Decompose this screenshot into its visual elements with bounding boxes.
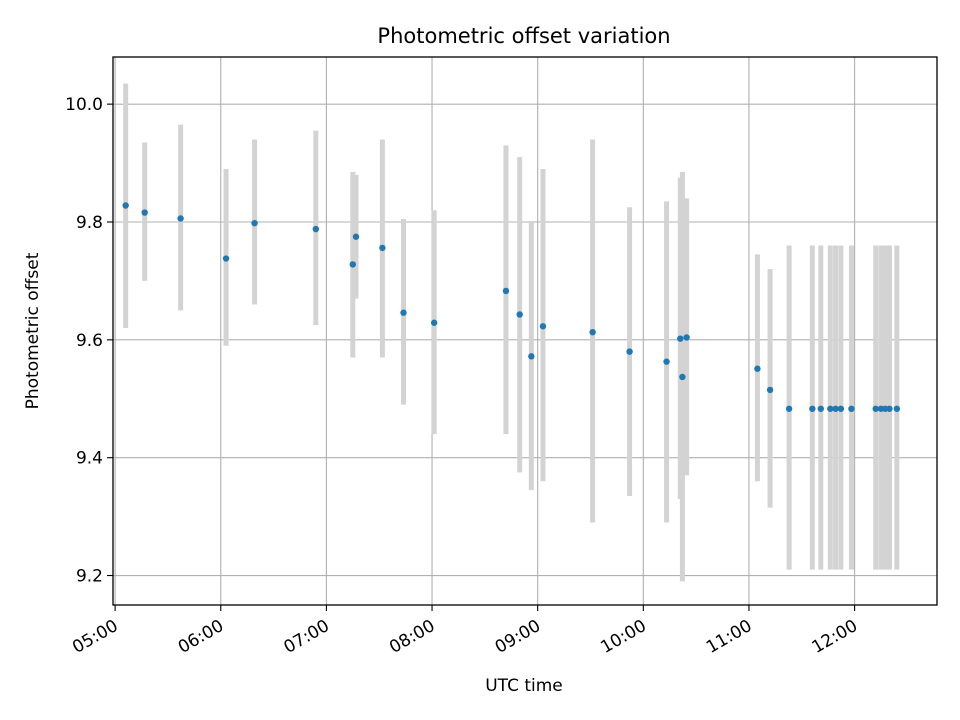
data-point (251, 219, 258, 227)
data-point (177, 215, 184, 222)
data-point (349, 261, 357, 268)
data-point (379, 244, 386, 252)
x-tick-label: 08:00 (386, 616, 438, 658)
x-tick-label: 09:00 (492, 616, 544, 658)
data-point (832, 405, 839, 412)
data-point (679, 373, 686, 381)
y-tick-label: 10.0 (65, 95, 103, 115)
data-point (886, 405, 893, 412)
data-point (848, 405, 855, 412)
y-axis-label: Photometric offset (23, 252, 43, 409)
x-axis-ticks: 05:00 06:00 07:00 08:00 09:00 10:00 11:00 12:00 (69, 605, 861, 658)
data-point (502, 287, 510, 295)
data-point (141, 209, 148, 216)
data-point (827, 405, 834, 412)
data-point (785, 405, 793, 412)
x-tick-label: 11:00 (703, 616, 755, 658)
data-points (122, 202, 901, 412)
data-point (352, 233, 360, 240)
data-point (312, 225, 320, 233)
y-axis-ticks: 9.2 9.4 9.6 9.8 10.0 (65, 95, 113, 587)
chart-title: Photometric offset variation (377, 24, 670, 48)
y-tick-label: 9.2 (76, 567, 103, 587)
data-point (809, 405, 816, 412)
x-axis-label: UTC time (485, 676, 563, 696)
grid (113, 57, 937, 605)
data-point (766, 386, 774, 394)
data-point (677, 335, 684, 342)
x-tick-label: 07:00 (280, 616, 332, 658)
data-point (872, 405, 879, 412)
x-tick-label: 10:00 (597, 616, 649, 658)
data-point (663, 358, 670, 365)
x-tick-label: 06:00 (175, 616, 227, 658)
data-point (516, 311, 523, 318)
data-point (626, 348, 633, 355)
plot-frame (112, 56, 938, 606)
y-tick-label: 9.4 (76, 449, 103, 469)
y-tick-label: 9.8 (76, 213, 103, 233)
y-tick-label: 9.6 (76, 331, 103, 351)
data-point (122, 202, 129, 209)
data-point (539, 323, 547, 330)
data-point (817, 405, 824, 412)
data-point (837, 405, 845, 412)
data-point (528, 353, 535, 360)
data-point (754, 365, 761, 372)
data-point (400, 309, 407, 316)
data-point (683, 334, 690, 341)
data-point (589, 328, 596, 336)
error-bars (123, 83, 900, 582)
data-point (893, 405, 901, 412)
x-tick-label: 12:00 (809, 616, 861, 658)
data-point (222, 255, 230, 262)
data-point (430, 319, 438, 326)
x-tick-label: 05:00 (69, 616, 121, 658)
